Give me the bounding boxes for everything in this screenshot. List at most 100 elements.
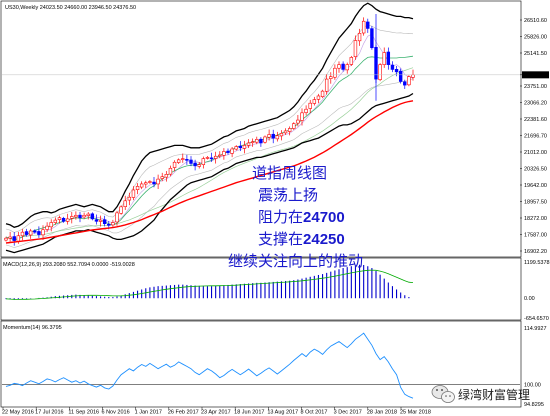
macd-layer: [5, 264, 414, 300]
candle: [345, 62, 349, 74]
candle: [320, 89, 325, 99]
candle-body: [398, 70, 403, 82]
candle: [24, 228, 29, 237]
candle: [139, 181, 144, 190]
candle: [255, 136, 259, 145]
overlay-line-4-value: 24250: [303, 231, 345, 248]
candle: [341, 61, 345, 72]
candle-body: [152, 181, 156, 185]
price-tick-label: 18957.50: [524, 200, 547, 206]
candle: [70, 212, 74, 224]
candle: [361, 17, 366, 36]
x-tick-label: 23 Apr 2017: [201, 410, 231, 416]
candle: [300, 108, 304, 126]
candle: [234, 145, 238, 151]
candle-body: [65, 218, 70, 222]
candle-body: [168, 167, 173, 175]
candle-body: [176, 159, 181, 163]
overlay-line-5: 继续关注向上的推动: [228, 252, 363, 270]
candle-body: [193, 162, 197, 167]
candle: [57, 215, 62, 224]
candle-body: [139, 183, 144, 188]
candle-body: [61, 217, 66, 222]
price-tick-label: 24376.50: [524, 73, 547, 79]
candle: [189, 156, 193, 167]
bollinger-lower-line: [5, 92, 414, 254]
x-tick-label: 28 Jan 2018: [367, 410, 397, 416]
candle: [378, 63, 382, 82]
candle: [201, 156, 206, 169]
candle: [168, 165, 173, 177]
x-tick-label: 11 Sep 2016: [68, 410, 99, 416]
ma-light-line: [5, 67, 414, 239]
macd-panel-frame: [0, 257, 522, 321]
candle: [366, 18, 370, 33]
candle-body: [238, 145, 243, 149]
candle-body: [201, 158, 206, 165]
candle: [127, 192, 132, 206]
candle: [131, 186, 136, 201]
overlay-annotation: 道指周线图 震荡上扬 阻力在24700 支撑在24250 继续关注向上的推动: [228, 164, 363, 270]
price-tick-label: 19642.00: [524, 183, 547, 189]
price-tick-label: 21012.00: [524, 150, 547, 156]
candle: [271, 129, 275, 144]
candle-body: [382, 52, 386, 65]
candle-body: [226, 150, 230, 153]
candle: [152, 177, 156, 188]
momentum-layer: [2, 332, 520, 399]
candle: [82, 212, 86, 220]
candle: [45, 222, 49, 233]
candle: [20, 228, 25, 241]
price-tick-label: 21696.70: [524, 134, 547, 140]
candle-body: [279, 133, 284, 137]
candle-body: [115, 212, 119, 223]
candle-body: [37, 231, 41, 235]
candle: [390, 61, 395, 73]
candle: [275, 131, 280, 142]
candle-body: [185, 159, 189, 161]
candle-body: [45, 225, 49, 230]
candle: [144, 180, 148, 188]
candle-body: [53, 219, 58, 223]
overlay-line-3: 阻力在24700: [258, 208, 345, 226]
price-tick-label: 17587.00: [524, 233, 547, 239]
candle-body: [246, 142, 251, 146]
candle-body: [160, 176, 164, 179]
candle: [123, 195, 127, 210]
candle-body: [213, 155, 218, 159]
candle-body: [287, 128, 292, 132]
candle-body: [407, 76, 411, 86]
candle-body: [378, 64, 382, 80]
x-tick-label: 8 Oct 2017: [301, 410, 328, 416]
macd-tick-label: 0.00: [524, 296, 535, 302]
candle-body: [292, 123, 296, 129]
candle: [242, 140, 247, 154]
candle: [292, 122, 296, 130]
candle-body: [164, 174, 169, 178]
axis-layer: 26510.60 25826.00 25141.50 24376.50 23751.00…: [520, 18, 550, 408]
candle-body: [156, 178, 160, 185]
candle-body: [296, 119, 300, 124]
candle: [279, 130, 284, 141]
candle: [403, 79, 407, 89]
candle-body: [259, 138, 263, 144]
candle-body: [197, 164, 201, 167]
candle: [12, 232, 16, 246]
candle-body: [329, 76, 333, 79]
candle: [263, 135, 267, 144]
candle-body: [209, 157, 214, 160]
overlay-line-4: 支撑在24250: [258, 230, 345, 248]
x-tick-label: 13 Aug 2017: [267, 410, 298, 416]
candle-body: [337, 64, 341, 69]
candle: [61, 216, 66, 223]
candle: [197, 162, 201, 169]
candle: [283, 128, 288, 135]
candle: [148, 180, 152, 184]
candle-body: [275, 135, 280, 140]
candle: [41, 225, 45, 240]
candle: [304, 105, 308, 116]
candle: [337, 61, 341, 73]
candle: [181, 153, 185, 163]
candle-body: [267, 134, 271, 138]
